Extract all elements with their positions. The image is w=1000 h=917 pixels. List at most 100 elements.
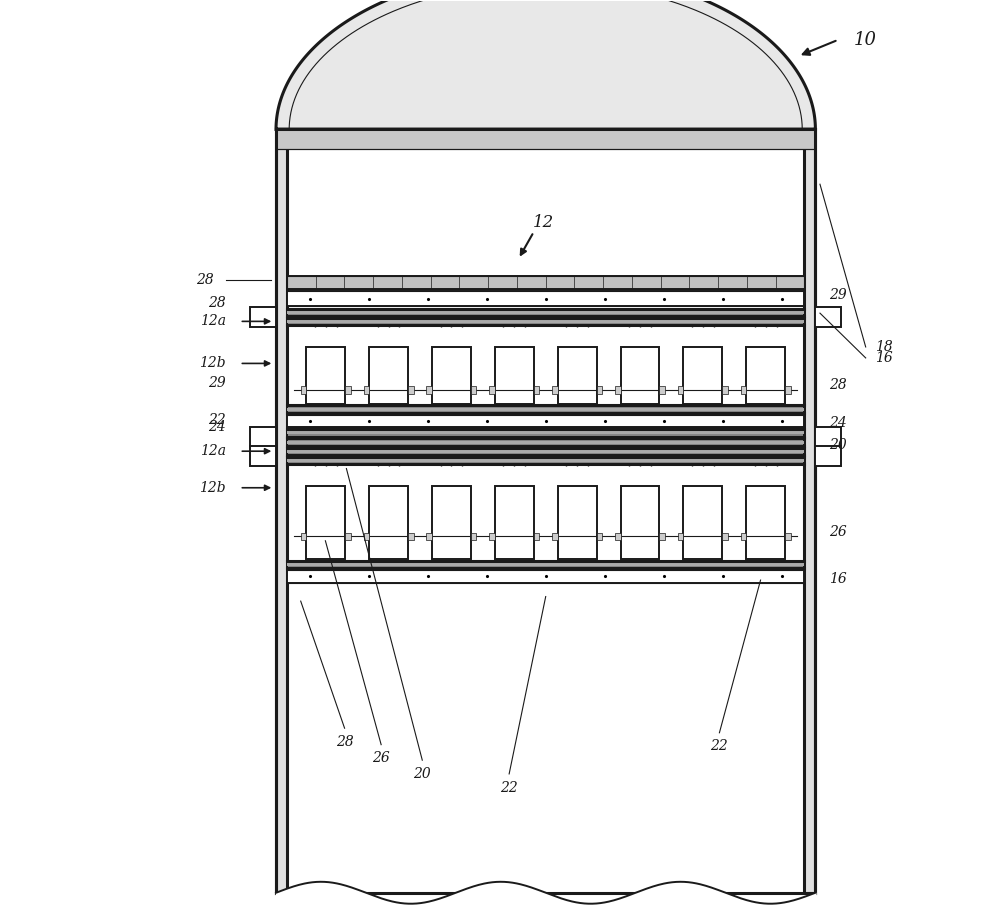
Bar	[287, 320, 804, 323]
Bar	[534, 386, 539, 393]
Bar	[287, 414, 804, 427]
Bar	[621, 486, 659, 559]
Bar	[621, 347, 659, 403]
Text: 20: 20	[413, 767, 431, 781]
Bar	[250, 446, 276, 466]
Text: 16: 16	[829, 572, 847, 586]
Text: 24: 24	[829, 415, 847, 430]
Polygon shape	[276, 0, 815, 129]
Bar	[364, 386, 369, 393]
Bar	[678, 386, 683, 393]
Bar	[432, 347, 471, 403]
Bar	[287, 405, 804, 413]
Text: 10: 10	[854, 31, 877, 49]
Bar	[741, 386, 746, 393]
Text: 29: 29	[829, 288, 847, 302]
Text: 29: 29	[208, 376, 226, 390]
Bar	[287, 408, 804, 411]
Bar	[287, 570, 804, 583]
Bar	[552, 533, 558, 540]
Text: 22: 22	[711, 739, 728, 754]
Bar	[615, 533, 621, 540]
Text: 26: 26	[372, 751, 390, 766]
Bar	[287, 429, 804, 436]
Bar	[287, 561, 804, 569]
Bar	[489, 386, 495, 393]
Bar	[597, 386, 602, 393]
Bar	[287, 311, 804, 314]
Bar	[306, 347, 345, 403]
Bar	[287, 308, 804, 315]
Bar	[345, 386, 351, 393]
Bar	[301, 533, 306, 540]
Bar	[552, 386, 558, 393]
Bar	[287, 438, 804, 446]
Bar	[683, 486, 722, 559]
Bar	[785, 386, 791, 393]
Text: 22: 22	[208, 413, 226, 427]
Text: 18: 18	[875, 340, 893, 354]
Bar	[287, 317, 804, 325]
Bar	[815, 446, 841, 466]
Bar	[369, 486, 408, 559]
Bar	[287, 563, 804, 566]
Bar	[306, 486, 345, 559]
Text: 16: 16	[875, 351, 893, 365]
Text: 22: 22	[500, 780, 518, 795]
Text: 12a: 12a	[200, 315, 226, 328]
Bar	[250, 427, 276, 447]
Bar	[659, 533, 665, 540]
Text: 12: 12	[533, 215, 555, 231]
Bar	[659, 386, 665, 393]
Text: 28: 28	[336, 735, 353, 749]
Text: 12b: 12b	[199, 357, 226, 370]
Bar	[558, 347, 597, 403]
Bar	[287, 447, 804, 455]
Bar	[804, 129, 815, 893]
Bar	[471, 386, 476, 393]
Bar	[615, 386, 621, 393]
Bar	[534, 533, 539, 540]
Bar	[287, 431, 804, 435]
Text: 20: 20	[829, 437, 847, 452]
Bar	[287, 292, 804, 306]
Bar	[746, 347, 785, 403]
Bar	[678, 533, 683, 540]
Text: 28: 28	[829, 379, 847, 392]
Bar	[287, 449, 804, 453]
Text: 12a: 12a	[200, 444, 226, 458]
Bar	[741, 533, 746, 540]
Bar	[250, 307, 276, 326]
Text: 24: 24	[208, 420, 226, 435]
Bar	[722, 533, 728, 540]
Bar	[276, 129, 287, 893]
Bar	[597, 533, 602, 540]
Text: 28: 28	[196, 273, 214, 287]
Text: 26: 26	[829, 525, 847, 538]
Bar	[301, 386, 306, 393]
Bar	[369, 347, 408, 403]
Bar	[815, 307, 841, 326]
Bar	[287, 458, 804, 462]
Bar	[276, 129, 815, 149]
Bar	[471, 533, 476, 540]
Bar	[426, 533, 432, 540]
Bar	[489, 533, 495, 540]
Bar	[746, 486, 785, 559]
Bar	[815, 427, 841, 447]
Bar	[364, 533, 369, 540]
Text: 12b: 12b	[199, 481, 226, 495]
Bar	[558, 486, 597, 559]
Bar	[683, 347, 722, 403]
Bar	[785, 533, 791, 540]
Bar	[432, 486, 471, 559]
Bar	[408, 533, 414, 540]
Bar	[287, 457, 804, 464]
Bar	[345, 533, 351, 540]
Text: 28: 28	[208, 296, 226, 310]
Bar	[722, 386, 728, 393]
Bar	[287, 276, 804, 290]
Bar	[426, 386, 432, 393]
Bar	[495, 486, 534, 559]
Bar	[408, 386, 414, 393]
